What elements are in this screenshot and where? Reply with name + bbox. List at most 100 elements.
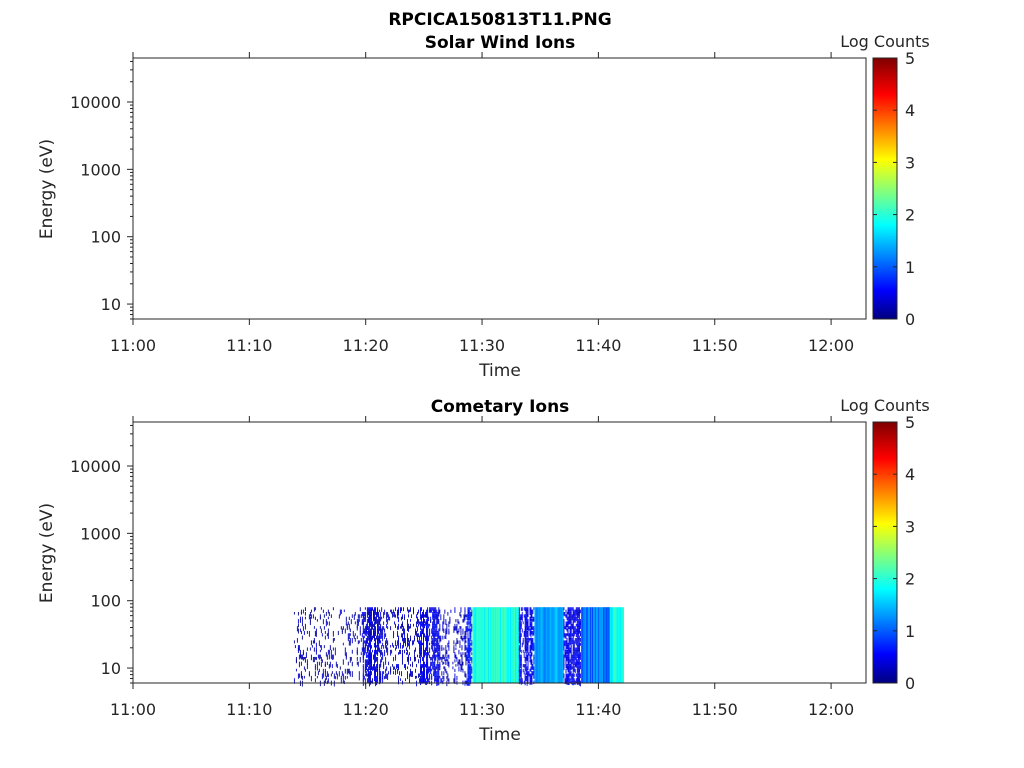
spectrogram-cell — [386, 666, 388, 671]
spectrogram-cell — [359, 656, 361, 663]
spectrogram-cell — [434, 635, 436, 640]
spectrogram-cell — [432, 623, 434, 629]
spectrogram-cell — [389, 616, 391, 621]
spectrogram-cell — [531, 614, 533, 619]
spectrogram-cell — [523, 671, 525, 675]
spectrogram-cell — [371, 680, 372, 684]
spectrogram-cell — [576, 628, 578, 632]
colorbar — [872, 57, 898, 320]
spectrogram-cell — [395, 656, 397, 661]
spectrogram-cell — [576, 619, 578, 624]
spectrogram-cell — [468, 621, 470, 625]
spectrogram-cell — [402, 649, 403, 653]
spectrogram-cell — [433, 666, 435, 671]
y-axis-label: Energy (eV) — [37, 503, 57, 603]
spectrogram-cell — [426, 635, 428, 641]
spectrogram-cell — [436, 640, 438, 645]
spectrogram-cell — [438, 642, 440, 647]
spectrogram-cell — [423, 628, 424, 632]
spectrogram-cell — [426, 630, 428, 634]
spectrogram-cell — [590, 607, 593, 683]
spectrogram-cell — [426, 621, 428, 626]
spectrogram-cell — [344, 675, 346, 680]
spectrogram-cell — [408, 626, 409, 630]
spectrogram-cell — [408, 609, 409, 614]
spectrogram-cell — [427, 614, 429, 618]
spectrogram-cell — [362, 623, 364, 630]
spectrogram-cell — [383, 671, 385, 675]
spectrogram-cell — [570, 666, 572, 671]
spectrogram-cell — [362, 635, 364, 639]
spectrogram-cell — [310, 675, 312, 682]
spectrogram-cell — [315, 628, 317, 634]
spectrogram-cell — [438, 621, 440, 624]
spectrogram-cell — [354, 638, 356, 642]
spectrogram-cell — [573, 633, 575, 637]
spectrogram-cell — [435, 668, 437, 673]
spectrogram-cell — [563, 630, 565, 635]
spectrogram-cell — [347, 661, 349, 666]
spectrogram-cell — [441, 671, 443, 676]
spectrogram-cell — [377, 640, 379, 644]
spectrogram-cell — [459, 640, 461, 644]
spectrogram-cell — [328, 621, 330, 626]
spectrogram-cell — [421, 652, 422, 658]
spectrogram-cell — [531, 619, 533, 622]
spectrogram-cell — [568, 607, 570, 612]
spectrogram-cell — [409, 652, 410, 656]
x-tick-label: 11:40 — [575, 700, 621, 719]
spectrogram-cell — [362, 678, 364, 682]
spectrogram-cell — [567, 668, 569, 673]
spectrogram-cell — [300, 654, 302, 660]
spectrogram-cell — [339, 666, 341, 670]
spectrogram-cell — [428, 635, 430, 642]
spectrogram-cell — [431, 675, 433, 680]
spectrogram-cell — [431, 640, 433, 645]
spectrogram-cell — [531, 638, 533, 642]
spectrogram-cell — [467, 673, 469, 677]
spectrogram-cell — [414, 635, 415, 640]
spectrogram-cell — [380, 649, 382, 655]
spectrogram-cell — [344, 647, 346, 653]
spectrogram-cell — [567, 609, 569, 613]
spectrogram-cell — [441, 647, 443, 651]
spectrogram-cell — [565, 609, 567, 613]
spectrogram-cell — [433, 664, 435, 667]
spectrogram-cell — [415, 675, 416, 679]
spectrogram-cell — [578, 642, 580, 647]
spectrogram-cell — [408, 656, 409, 663]
spectrogram-cell — [408, 638, 409, 643]
spectrogram-cell — [549, 607, 551, 683]
spectrogram-cell — [432, 661, 434, 668]
spectrogram-cell — [471, 659, 473, 664]
spectrogram-cell — [481, 607, 483, 683]
spectrogram-cell — [526, 673, 528, 678]
spectrogram-cell — [498, 607, 500, 683]
spectrogram-cell — [434, 614, 436, 617]
spectrogram-cell — [416, 675, 417, 679]
spectrogram-cell — [435, 675, 437, 682]
spectrogram-cell — [530, 607, 532, 612]
spectrogram-cell — [380, 671, 382, 676]
spectrogram-cell — [444, 609, 446, 614]
spectrogram-cell — [423, 621, 424, 626]
spectrogram-cell — [422, 642, 423, 646]
spectrogram-cell — [371, 652, 372, 657]
spectrogram-cell — [453, 678, 455, 683]
spectrogram-cell — [569, 611, 571, 616]
spectrogram-cell — [376, 645, 378, 648]
spectrogram-cell — [409, 678, 410, 683]
spectrogram-cell — [364, 626, 366, 629]
spectrogram-cell — [469, 619, 471, 624]
spectrogram-cell — [467, 638, 469, 643]
spectrogram-cell — [467, 619, 469, 622]
spectrogram-cell — [364, 673, 366, 676]
spectrogram-cell — [402, 645, 403, 649]
spectrogram-cell — [429, 642, 431, 646]
spectrogram-cell — [572, 659, 574, 663]
spectrogram-cell — [368, 609, 370, 615]
spectrogram-cell — [323, 645, 325, 649]
spectrogram-cell — [573, 642, 575, 647]
spectrogram-cell — [310, 614, 312, 619]
spectrogram-cell — [419, 607, 421, 611]
